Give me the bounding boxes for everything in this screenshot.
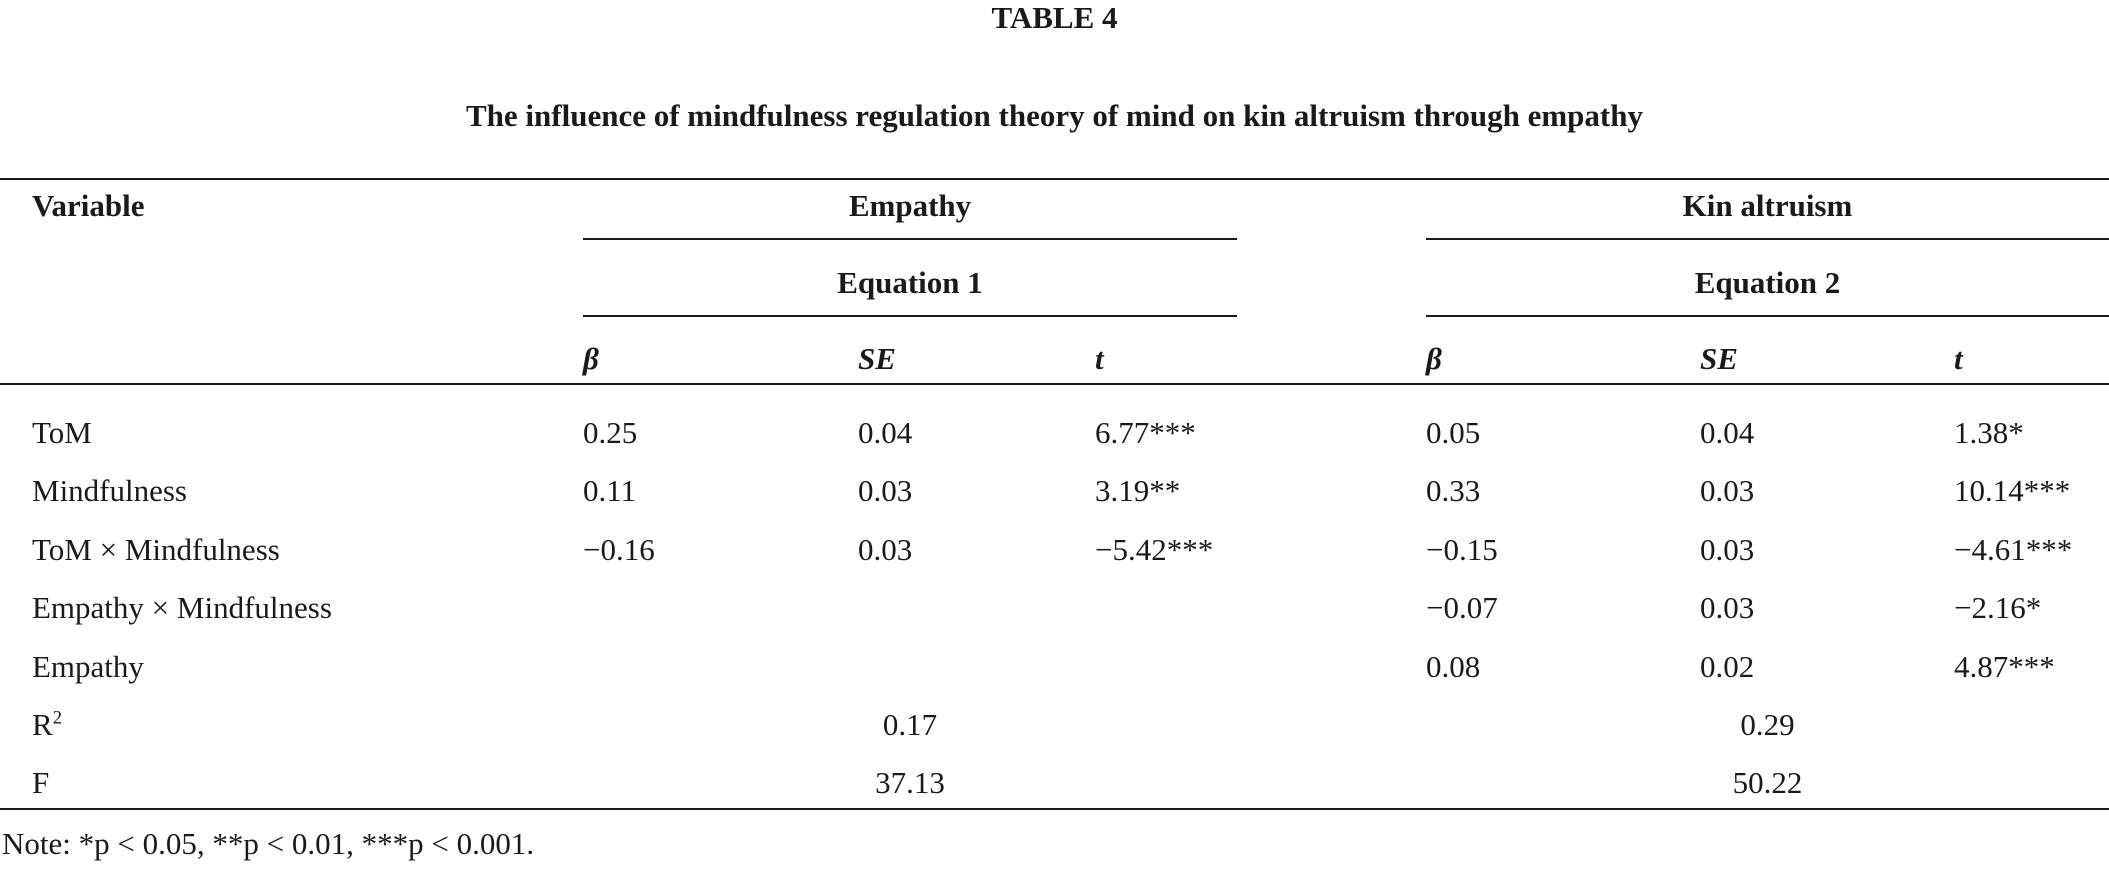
header-equation2: Equation 2 — [1694, 265, 1841, 300]
equation2-rule — [1426, 315, 2109, 317]
cell-t-2: 4.87*** — [1954, 649, 2055, 684]
row-variable: ToM × Mindfulness — [32, 532, 280, 567]
header-rule — [0, 383, 2109, 385]
row-variable: Mindfulness — [32, 473, 187, 508]
header-beta-1: β — [583, 341, 599, 376]
r2-superscript: 2 — [52, 707, 62, 729]
table-label: TABLE 4 — [991, 0, 1118, 35]
cell-se-1: 0.03 — [858, 473, 913, 508]
cell-t-1: −5.42*** — [1095, 532, 1214, 567]
row-variable: Empathy — [32, 649, 144, 684]
cell-beta-1: 0.11 — [583, 473, 637, 508]
bottom-rule — [0, 808, 2109, 810]
cell-t-2: −2.16* — [1954, 590, 2042, 625]
header-t-2: t — [1954, 341, 1963, 376]
cell-t-2: 1.38* — [1954, 415, 2024, 450]
cell-se-2: 0.03 — [1700, 532, 1755, 567]
empathy-rule — [583, 238, 1237, 240]
cell-se-2: 0.03 — [1700, 590, 1755, 625]
row-variable-r2: R2 — [32, 705, 62, 745]
cell-beta-1: −0.16 — [583, 532, 655, 567]
cell-se-2: 0.03 — [1700, 473, 1755, 508]
cell-r2-eq1: 0.17 — [882, 707, 938, 742]
header-t-1: t — [1095, 341, 1104, 376]
cell-se-1: 0.03 — [858, 532, 913, 567]
r2-label: R — [32, 707, 53, 742]
top-rule — [0, 178, 2109, 180]
equation1-rule — [583, 315, 1237, 317]
cell-beta-2: 0.33 — [1426, 473, 1481, 508]
cell-t-1: 3.19** — [1095, 473, 1181, 508]
cell-se-2: 0.04 — [1700, 415, 1755, 450]
cell-t-2: 10.14*** — [1954, 473, 2071, 508]
header-beta-2: β — [1426, 341, 1442, 376]
header-kin-altruism: Kin altruism — [1682, 188, 1853, 223]
cell-beta-2: −0.07 — [1426, 590, 1498, 625]
header-empathy: Empathy — [848, 188, 972, 223]
cell-beta-2: 0.05 — [1426, 415, 1481, 450]
row-variable-f: F — [32, 765, 50, 800]
header-variable: Variable — [32, 188, 145, 223]
cell-se-2: 0.02 — [1700, 649, 1755, 684]
row-variable: ToM — [32, 415, 92, 450]
cell-beta-1: 0.25 — [583, 415, 638, 450]
cell-t-1: 6.77*** — [1095, 415, 1196, 450]
cell-t-2: −4.61*** — [1954, 532, 2073, 567]
cell-beta-2: −0.15 — [1426, 532, 1498, 567]
header-se-2: SE — [1700, 341, 1738, 376]
row-variable: Empathy × Mindfulness — [32, 590, 332, 625]
header-equation1: Equation 1 — [837, 265, 983, 300]
kin-altruism-rule — [1426, 238, 2109, 240]
header-se-1: SE — [858, 341, 896, 376]
table-caption: The influence of mindfulness regulation … — [466, 98, 1643, 133]
cell-beta-2: 0.08 — [1426, 649, 1481, 684]
cell-f-eq2: 50.22 — [1732, 765, 1803, 800]
cell-f-eq1: 37.13 — [875, 765, 945, 800]
cell-r2-eq2: 0.29 — [1740, 707, 1795, 742]
cell-se-1: 0.04 — [858, 415, 913, 450]
table-note: Note: *p < 0.05, **p < 0.01, ***p < 0.00… — [2, 826, 535, 861]
